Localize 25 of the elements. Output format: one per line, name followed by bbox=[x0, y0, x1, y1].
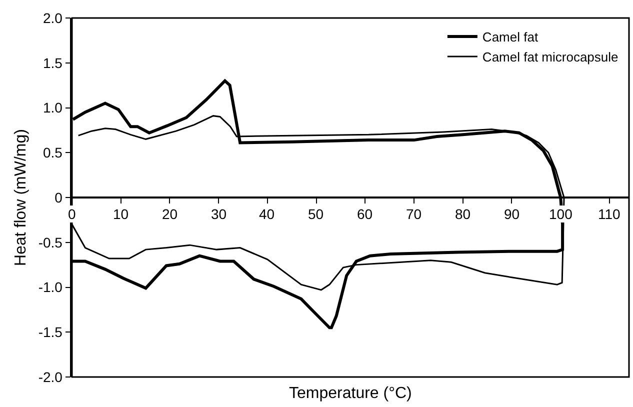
x-tick-label: 110 bbox=[598, 206, 621, 222]
x-tick-label: 40 bbox=[259, 206, 275, 222]
y-tick-label: 2.0 bbox=[42, 10, 63, 26]
x-tick-label: 90 bbox=[504, 206, 520, 222]
y-tick-label: -1.5 bbox=[38, 324, 63, 340]
y-tick-label: 1.0 bbox=[42, 100, 63, 116]
y-tick-label: -1.0 bbox=[38, 279, 63, 296]
y-tick-label: 0 bbox=[54, 189, 63, 206]
x-tick-label: 70 bbox=[406, 206, 422, 222]
x-tick-label: 10 bbox=[113, 206, 129, 222]
y-tick-label: 1.5 bbox=[42, 54, 63, 71]
x-tick-label: 20 bbox=[162, 206, 178, 222]
x-tick-label: 30 bbox=[211, 206, 227, 222]
y-tick-label: 0.5 bbox=[42, 144, 63, 161]
y-axis-title: Heat flow (mW/mg) bbox=[12, 129, 30, 266]
y-tick-label: -2.0 bbox=[38, 368, 63, 385]
x-tick-label: 100 bbox=[549, 206, 573, 222]
legend-label: Camel fat microcapsule bbox=[482, 50, 618, 65]
y-tick-label: -0.5 bbox=[38, 234, 63, 250]
x-tick-label: 0 bbox=[68, 206, 76, 222]
x-axis-title: Temperature (°C) bbox=[289, 385, 412, 402]
legend-label: Camel fat bbox=[482, 30, 538, 45]
x-tick-label: 60 bbox=[357, 206, 373, 222]
x-tick-label: 50 bbox=[308, 206, 324, 222]
x-tick-label: 80 bbox=[455, 206, 471, 222]
